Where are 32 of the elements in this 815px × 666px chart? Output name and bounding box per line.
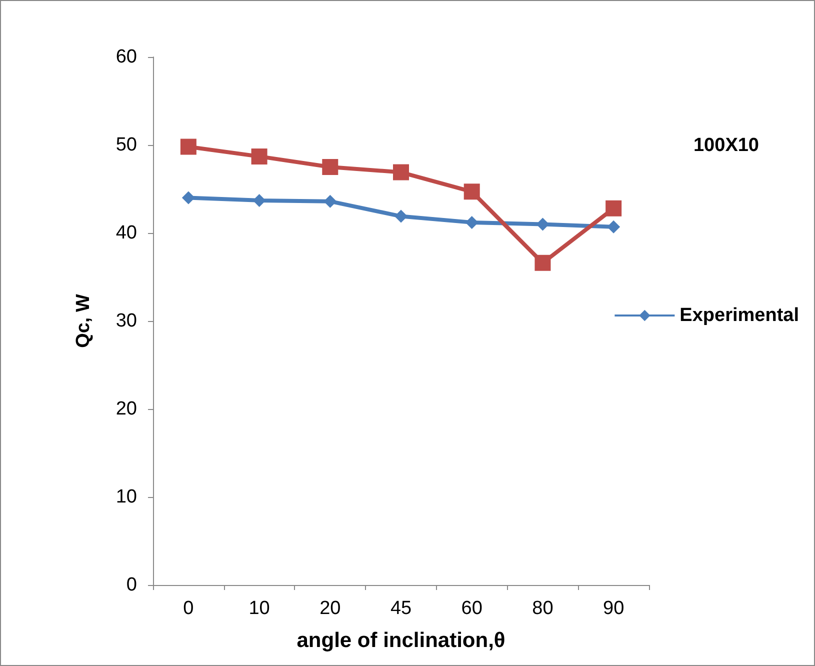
y-tick-label: 10 — [116, 486, 137, 508]
x-tick-label: 60 — [461, 598, 482, 619]
legend-label: Experimental — [680, 305, 800, 326]
x-tick-label: 20 — [320, 598, 341, 619]
y-tick-label: 0 — [126, 574, 137, 596]
y-tick-label: 50 — [116, 134, 137, 156]
point — [182, 191, 195, 204]
y-tick-label: 40 — [116, 222, 137, 244]
point — [607, 220, 620, 234]
point — [393, 164, 409, 180]
y-axis-title: Qc, W — [73, 294, 94, 348]
y-tick-label: 20 — [116, 398, 137, 420]
y-tick-label: 60 — [116, 46, 137, 68]
point — [252, 194, 266, 207]
point — [536, 218, 550, 231]
point — [464, 184, 480, 200]
point — [180, 138, 196, 155]
point — [534, 254, 551, 271]
point — [394, 210, 408, 223]
point — [465, 216, 478, 229]
x-tick-label: 0 — [183, 598, 194, 619]
point — [324, 194, 337, 208]
x-tick-label: 45 — [390, 598, 412, 619]
point — [322, 159, 338, 175]
x-axis-title: angle of inclination,θ — [296, 629, 506, 652]
point — [251, 148, 268, 164]
y-tick-label: 30 — [116, 310, 137, 332]
x-tick-label: 80 — [532, 598, 554, 619]
point — [606, 200, 622, 216]
x-tick-label: 10 — [248, 598, 270, 619]
x-tick-label: 90 — [603, 598, 624, 619]
text: 100X10 — [693, 135, 760, 156]
